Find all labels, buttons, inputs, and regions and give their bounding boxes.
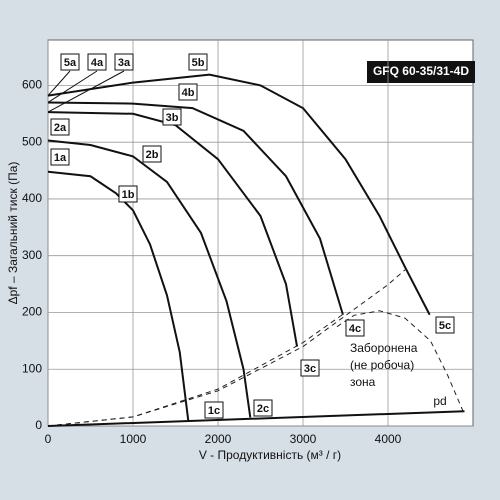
label-box — [118, 185, 138, 203]
y-tick-label: 300 — [22, 248, 42, 262]
curve-label: 2a — [54, 122, 67, 134]
label-box — [60, 53, 80, 71]
curve-label: 4c — [349, 323, 361, 335]
curve-label: 5c — [439, 320, 451, 332]
system-curve — [47, 269, 406, 427]
fan-curve — [47, 73, 431, 316]
pd-label: pd — [433, 394, 446, 408]
curve-label: 3a — [118, 57, 131, 69]
label-box — [142, 145, 162, 163]
curve-label: 1a — [54, 152, 67, 164]
system-curve — [336, 310, 465, 415]
leader-line — [47, 70, 125, 113]
x-tick-label: 0 — [45, 432, 52, 446]
x-axis-label: V - Продуктивність (м³ / г) — [199, 448, 341, 462]
curve-label: 1b — [122, 189, 135, 201]
curve-label: 4b — [182, 87, 195, 99]
curve-label: 2b — [146, 149, 159, 161]
curve-label: 5a — [64, 57, 77, 69]
x-tick-label: 4000 — [375, 432, 402, 446]
label-box — [178, 83, 198, 101]
zone-text: (не робоча) — [350, 358, 414, 372]
fan-curve — [47, 170, 190, 421]
curve-label: 5b — [192, 57, 205, 69]
x-tick-label: 1000 — [120, 432, 147, 446]
label-box — [87, 53, 107, 71]
curve-label: 2c — [257, 403, 269, 415]
fan-curve — [47, 139, 252, 418]
label-box — [50, 148, 70, 166]
x-tick-label: 2000 — [205, 432, 232, 446]
y-tick-label: 100 — [22, 361, 42, 375]
y-tick-label: 0 — [35, 418, 42, 432]
label-box — [188, 53, 208, 71]
zone-text: зона — [350, 375, 376, 389]
y-tick-label: 500 — [22, 134, 42, 148]
curve-label: 3c — [304, 363, 316, 375]
label-box — [253, 399, 273, 417]
pd-line — [47, 410, 465, 427]
curve-label: 1c — [208, 405, 220, 417]
leader-line — [47, 70, 98, 103]
y-tick-label: 400 — [22, 191, 42, 205]
chart-title: GFQ 60-35/31-4D — [373, 64, 469, 78]
label-box — [300, 359, 320, 377]
y-tick-label: 600 — [22, 78, 42, 92]
title-box — [367, 61, 475, 83]
fan-curve — [47, 101, 344, 316]
label-box — [345, 319, 365, 337]
y-axis-label: Δpf – Загальний тиск (Па) — [6, 162, 20, 305]
x-tick-label: 3000 — [290, 432, 317, 446]
label-box — [50, 118, 70, 136]
leader-line — [47, 70, 71, 96]
label-box — [114, 53, 134, 71]
zone-text: Заборонена — [350, 341, 418, 355]
y-tick-label: 200 — [22, 305, 42, 319]
curve-label: 4a — [91, 57, 104, 69]
label-box — [204, 401, 224, 419]
fan-curve — [47, 111, 299, 347]
label-box — [162, 108, 182, 126]
label-box — [435, 316, 455, 334]
system-curve — [47, 312, 346, 427]
curve-label: 3b — [166, 112, 179, 124]
